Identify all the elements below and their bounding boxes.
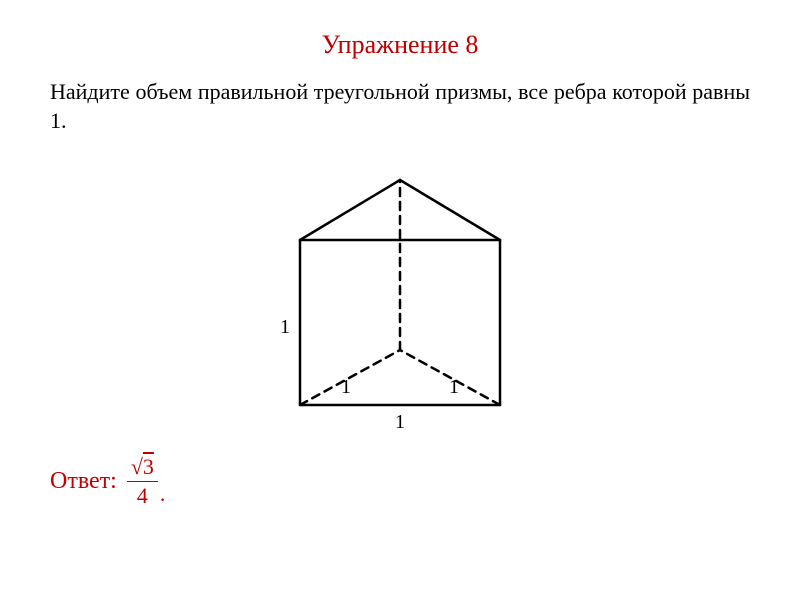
svg-text:1: 1 bbox=[395, 411, 405, 430]
diagram-container: 1 1 1 1 bbox=[50, 150, 750, 430]
exercise-title: Упражнение 8 bbox=[50, 30, 750, 60]
fraction-denominator: 4 bbox=[137, 482, 148, 508]
sqrt-radicand: 3 bbox=[143, 455, 154, 479]
answer-period: . bbox=[160, 481, 166, 507]
svg-text:1: 1 bbox=[280, 316, 290, 338]
sqrt-symbol: √ bbox=[131, 455, 143, 479]
svg-text:1: 1 bbox=[449, 376, 459, 398]
fraction-numerator: √3 bbox=[127, 455, 158, 482]
svg-text:1: 1 bbox=[341, 376, 351, 398]
answer-row: Ответ: √3 4 . bbox=[50, 455, 750, 508]
answer-label: Ответ: bbox=[50, 468, 117, 495]
prism-diagram: 1 1 1 1 bbox=[250, 150, 550, 430]
answer-fraction: √3 4 bbox=[127, 455, 158, 508]
problem-statement: Найдите объем правильной треугольной при… bbox=[50, 78, 750, 135]
